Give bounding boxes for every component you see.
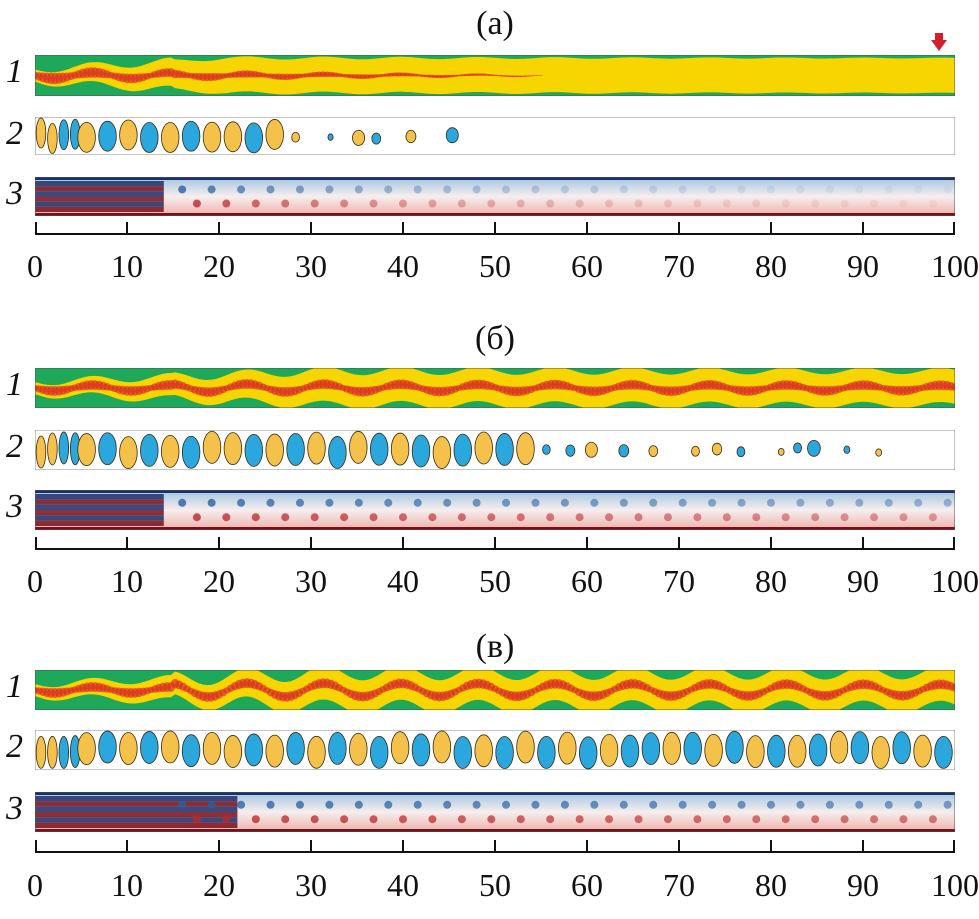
axis-tick-label: 100 — [931, 563, 979, 599]
axis-tick-label: 30 — [295, 867, 327, 903]
row-label: 1 — [6, 53, 23, 90]
axis-tick-label: 60 — [571, 867, 603, 903]
axis-tick-label: 0 — [27, 867, 43, 903]
red-down-arrow-icon — [931, 33, 947, 56]
axis-tick-label: 60 — [571, 248, 603, 284]
axis-tick-label: 40 — [387, 563, 419, 599]
strip-plot — [35, 792, 955, 832]
row-label: 2 — [6, 115, 23, 152]
vorticity-field-strip — [35, 490, 955, 530]
panel-title: (б) — [475, 320, 515, 357]
strip-plot — [35, 117, 955, 155]
row-label: 3 — [6, 175, 23, 212]
axis-tick-label: 0 — [27, 248, 43, 284]
axis-tick-label: 0 — [27, 563, 43, 599]
axis-tick-label: 40 — [387, 867, 419, 903]
vortex-structure-strip — [35, 730, 955, 770]
x-axis — [35, 537, 956, 551]
strip-plot — [35, 55, 955, 96]
strip-plot — [35, 730, 955, 770]
strip-plot — [35, 177, 955, 216]
axis-tick-label: 100 — [931, 867, 979, 903]
strip-plot — [35, 368, 955, 408]
row-label: 3 — [6, 488, 23, 525]
axis-tick-label: 10 — [111, 867, 143, 903]
axis-tick-label: 20 — [203, 248, 235, 284]
axis-tick-label: 50 — [479, 867, 511, 903]
panel-title: (в) — [475, 628, 515, 665]
row-label: 3 — [6, 790, 23, 827]
axis-tick-label: 10 — [111, 563, 143, 599]
x-axis — [35, 222, 956, 236]
vortex-structure-strip — [35, 117, 955, 155]
vorticity-field-strip — [35, 177, 955, 216]
axis-tick-label: 70 — [663, 248, 695, 284]
axis-tick-label: 80 — [755, 248, 787, 284]
axis-tick-label: 60 — [571, 563, 603, 599]
axis-tick-label: 70 — [663, 867, 695, 903]
axis-tick-label: 20 — [203, 563, 235, 599]
strip-plot — [35, 430, 955, 470]
axis-tick-label: 90 — [847, 563, 879, 599]
vortex-structure-strip — [35, 430, 955, 470]
row-label: 1 — [6, 668, 23, 705]
axis-tick-label: 100 — [931, 248, 979, 284]
x-axis — [35, 840, 956, 854]
strip-plot — [35, 490, 955, 530]
row-label: 2 — [6, 428, 23, 465]
axis-tick-label: 90 — [847, 248, 879, 284]
axis-tick-label: 50 — [479, 248, 511, 284]
row-label: 2 — [6, 728, 23, 765]
strip-plot — [35, 670, 955, 710]
axis-tick-label: 20 — [203, 867, 235, 903]
axis-tick-label: 80 — [755, 867, 787, 903]
axis-tick-label: 90 — [847, 867, 879, 903]
axis-tick-label: 80 — [755, 563, 787, 599]
axis-tick-label: 40 — [387, 248, 419, 284]
temperature-field-strip — [35, 55, 955, 96]
row-label: 1 — [6, 366, 23, 403]
axis-tick-label: 30 — [295, 248, 327, 284]
panel-title: (а) — [476, 5, 514, 42]
axis-tick-label: 10 — [111, 248, 143, 284]
axis-tick-label: 50 — [479, 563, 511, 599]
vorticity-field-strip — [35, 792, 955, 832]
axis-tick-label: 70 — [663, 563, 695, 599]
axis-tick-label: 30 — [295, 563, 327, 599]
temperature-field-strip — [35, 368, 955, 408]
temperature-field-strip — [35, 670, 955, 710]
